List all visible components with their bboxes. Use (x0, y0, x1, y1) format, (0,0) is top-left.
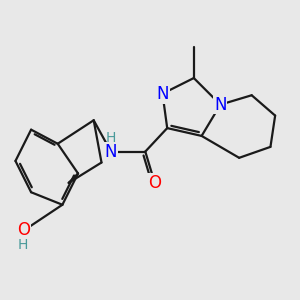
Text: H: H (106, 131, 116, 146)
Text: N: N (105, 142, 117, 160)
Text: H: H (18, 238, 28, 252)
Text: N: N (156, 85, 169, 103)
Text: O: O (17, 221, 30, 239)
Text: O: O (148, 174, 161, 192)
Text: N: N (214, 96, 226, 114)
